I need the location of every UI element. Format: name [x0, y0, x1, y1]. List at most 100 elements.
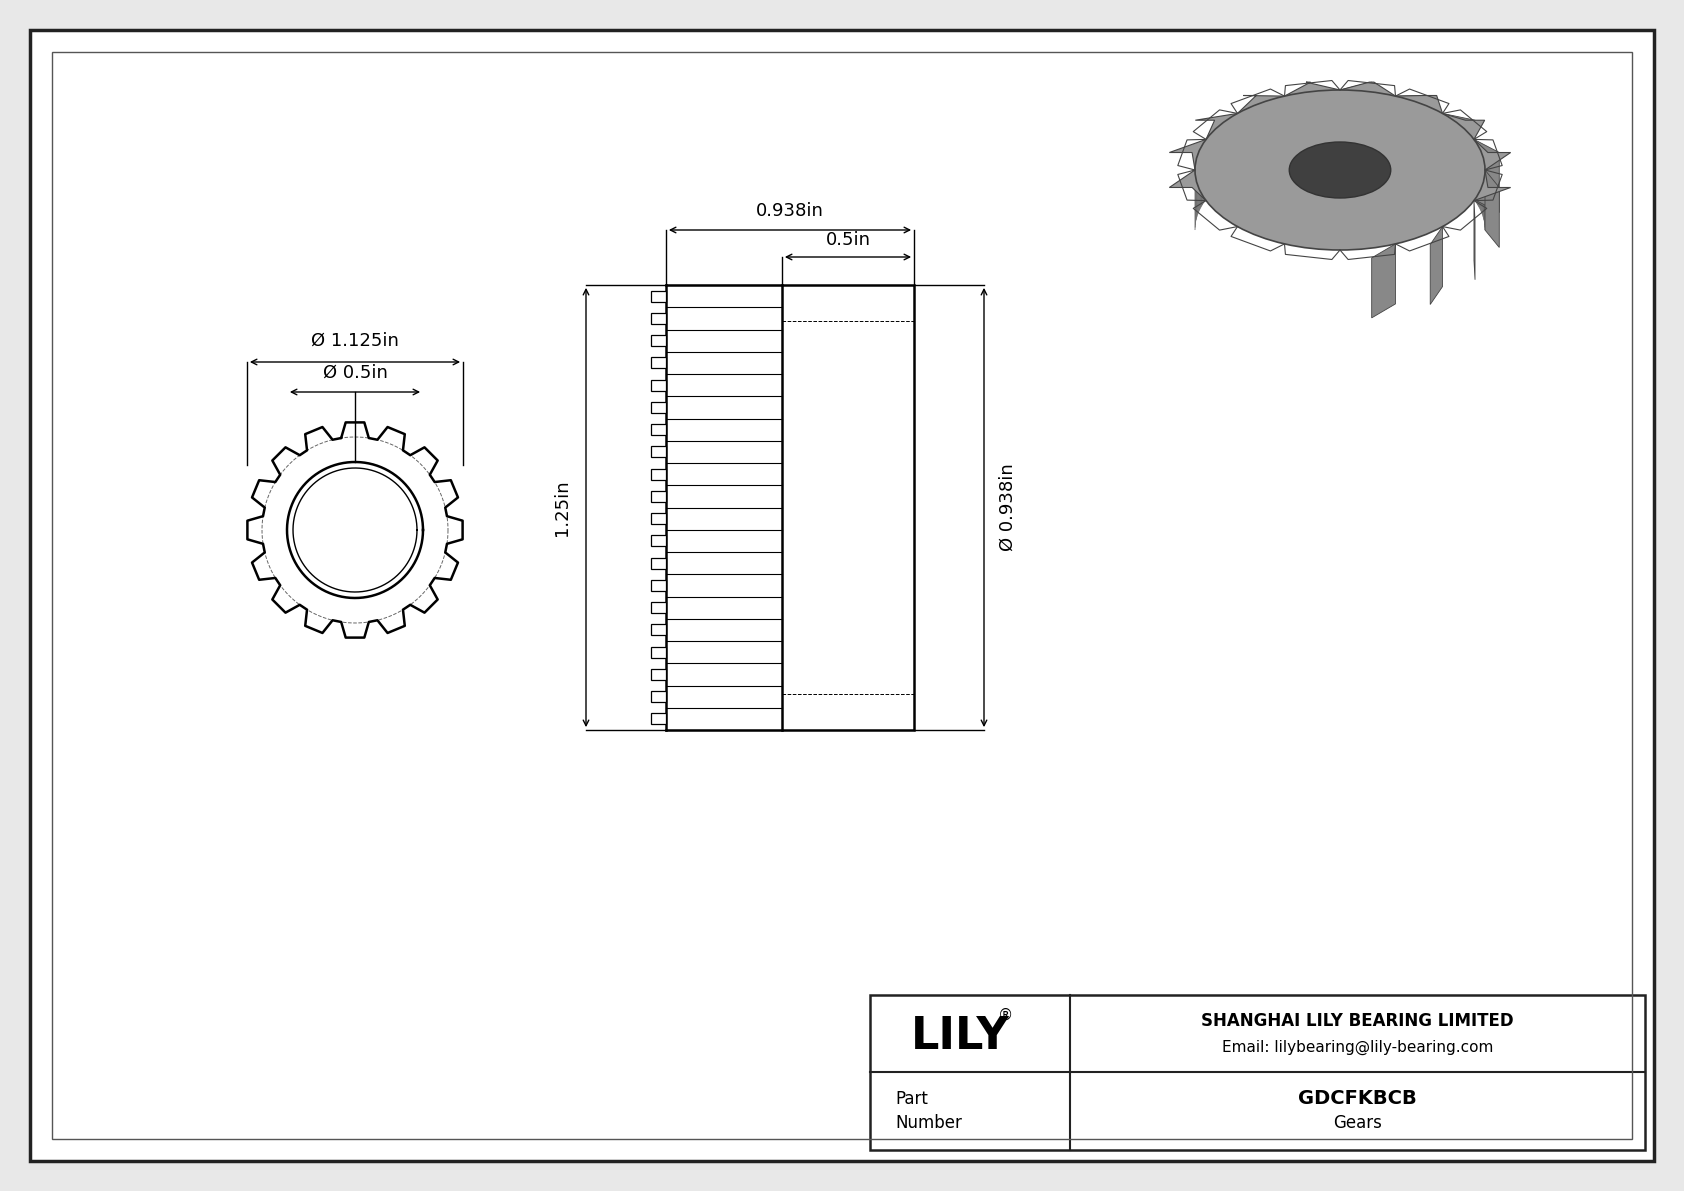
- Polygon shape: [1305, 92, 1310, 152]
- Polygon shape: [1443, 113, 1475, 180]
- Bar: [652, 491, 665, 501]
- Polygon shape: [1288, 94, 1293, 155]
- Polygon shape: [1366, 92, 1369, 151]
- Polygon shape: [1352, 91, 1356, 150]
- Polygon shape: [1485, 170, 1499, 248]
- Polygon shape: [1457, 123, 1460, 185]
- Text: Number: Number: [894, 1114, 962, 1131]
- Bar: [652, 424, 665, 435]
- Polygon shape: [1448, 117, 1452, 179]
- Bar: [652, 468, 665, 480]
- Polygon shape: [1474, 139, 1511, 170]
- Polygon shape: [1234, 113, 1238, 175]
- Polygon shape: [1453, 120, 1457, 182]
- Text: Part: Part: [894, 1090, 928, 1108]
- Polygon shape: [1474, 139, 1499, 212]
- Bar: [652, 647, 665, 657]
- Polygon shape: [1283, 95, 1288, 156]
- Polygon shape: [1425, 105, 1428, 167]
- Bar: [652, 691, 665, 703]
- Polygon shape: [1470, 136, 1474, 198]
- Polygon shape: [1196, 113, 1238, 139]
- Polygon shape: [1169, 139, 1206, 170]
- Polygon shape: [1221, 123, 1223, 185]
- Polygon shape: [1206, 138, 1207, 200]
- Bar: [781, 285, 914, 730]
- Polygon shape: [1226, 119, 1229, 181]
- Bar: [652, 624, 665, 636]
- Bar: [652, 380, 665, 391]
- Polygon shape: [1275, 98, 1280, 158]
- Polygon shape: [1374, 92, 1379, 152]
- Polygon shape: [1474, 138, 1475, 200]
- Text: SHANGHAI LILY BEARING LIMITED: SHANGHAI LILY BEARING LIMITED: [1201, 1012, 1514, 1030]
- Polygon shape: [1467, 131, 1468, 193]
- Polygon shape: [1212, 129, 1216, 191]
- Polygon shape: [1431, 108, 1435, 169]
- Polygon shape: [1256, 104, 1260, 164]
- Text: Ø 0.5in: Ø 0.5in: [323, 364, 387, 382]
- Polygon shape: [1443, 113, 1485, 139]
- Text: Gears: Gears: [1334, 1114, 1383, 1131]
- Polygon shape: [1356, 91, 1361, 151]
- Polygon shape: [1285, 82, 1340, 96]
- Bar: [652, 669, 665, 680]
- Polygon shape: [1241, 110, 1244, 172]
- Text: ®: ®: [997, 1008, 1012, 1023]
- Polygon shape: [1460, 125, 1462, 187]
- Polygon shape: [1369, 92, 1374, 152]
- Polygon shape: [1408, 100, 1413, 161]
- Bar: [871, 994, 1645, 1151]
- Bar: [652, 357, 665, 368]
- Polygon shape: [1383, 94, 1388, 155]
- Bar: [652, 713, 665, 724]
- Bar: [652, 291, 665, 301]
- Polygon shape: [1396, 96, 1399, 157]
- Polygon shape: [1207, 136, 1209, 198]
- Polygon shape: [1430, 226, 1443, 305]
- Polygon shape: [1229, 117, 1233, 179]
- Text: Ø 1.125in: Ø 1.125in: [312, 332, 399, 350]
- Polygon shape: [1293, 94, 1297, 155]
- Polygon shape: [1379, 93, 1383, 154]
- Bar: [652, 535, 665, 547]
- Bar: [652, 580, 665, 591]
- Polygon shape: [1399, 98, 1404, 158]
- Polygon shape: [1340, 82, 1372, 150]
- Polygon shape: [1315, 91, 1319, 151]
- Polygon shape: [1337, 91, 1342, 150]
- Polygon shape: [1396, 95, 1443, 113]
- Polygon shape: [1342, 91, 1347, 150]
- Polygon shape: [1435, 110, 1438, 172]
- Polygon shape: [1391, 95, 1396, 156]
- Polygon shape: [1340, 82, 1396, 96]
- Polygon shape: [1428, 106, 1431, 168]
- Ellipse shape: [1290, 142, 1391, 198]
- Polygon shape: [1420, 104, 1425, 164]
- Polygon shape: [1438, 111, 1442, 173]
- Polygon shape: [1280, 96, 1283, 157]
- Bar: [652, 603, 665, 613]
- Polygon shape: [1324, 91, 1329, 150]
- Polygon shape: [1465, 129, 1467, 191]
- Polygon shape: [1347, 91, 1352, 150]
- Polygon shape: [1248, 106, 1253, 168]
- Polygon shape: [1238, 95, 1285, 113]
- Polygon shape: [1462, 126, 1465, 189]
- Polygon shape: [1310, 92, 1315, 151]
- Polygon shape: [1268, 100, 1271, 161]
- Polygon shape: [1474, 170, 1511, 200]
- Polygon shape: [1319, 91, 1324, 151]
- Polygon shape: [1452, 119, 1453, 181]
- Ellipse shape: [1196, 91, 1485, 250]
- Polygon shape: [1169, 170, 1206, 200]
- Polygon shape: [1253, 105, 1256, 167]
- Polygon shape: [1302, 92, 1305, 152]
- Polygon shape: [1238, 111, 1241, 173]
- Polygon shape: [1244, 108, 1248, 169]
- Polygon shape: [1211, 131, 1212, 193]
- Polygon shape: [1388, 94, 1391, 155]
- Text: 0.938in: 0.938in: [756, 202, 823, 220]
- Polygon shape: [1223, 120, 1226, 182]
- Polygon shape: [1468, 133, 1470, 195]
